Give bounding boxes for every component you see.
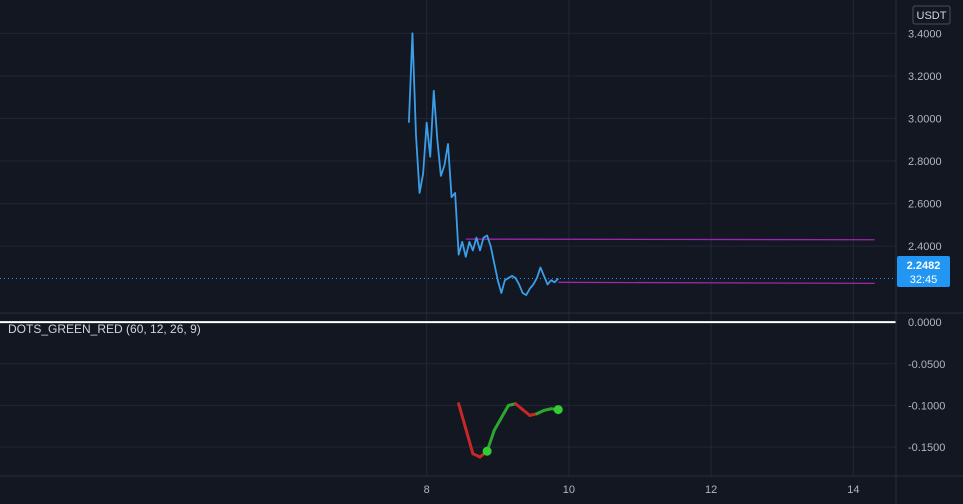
price-y-tick-label: 2.6000: [908, 199, 942, 211]
x-tick-label: 8: [424, 484, 430, 496]
indicator-segment: [521, 408, 532, 417]
horizontal-line-2[interactable]: [558, 281, 875, 285]
indicator-dot[interactable]: [482, 446, 492, 456]
price-y-tick-label: 3.0000: [908, 113, 942, 125]
x-tick-label: 10: [563, 484, 575, 496]
indicator-segment: [499, 403, 510, 420]
last-price-value: 2.2482: [907, 260, 941, 272]
indicator-segment: [492, 416, 503, 432]
price-y-tick-label: 2.8000: [908, 156, 942, 168]
indicator-y-tick-label: 0.0000: [908, 317, 942, 329]
indicator-y-tick-label: -0.0500: [908, 359, 945, 371]
indicator-segment: [457, 402, 468, 431]
price-y-tick-label: 3.2000: [908, 71, 942, 83]
indicator-segment: [514, 402, 525, 412]
currency-badge-bg[interactable]: [912, 5, 951, 25]
indicator-dot[interactable]: [553, 405, 563, 415]
x-tick-label: 14: [847, 484, 859, 496]
indicator-pane[interactable]: [0, 321, 896, 459]
indicator-y-tick-label: -0.1000: [908, 400, 945, 412]
price-series-line[interactable]: [407, 32, 559, 297]
price-y-tick-label: 3.4000: [908, 28, 942, 40]
price-pane[interactable]: [0, 32, 896, 297]
countdown-timer: 32:45: [910, 274, 938, 286]
indicator-label[interactable]: DOTS_GREEN_RED (60, 12, 26, 9): [8, 322, 201, 336]
indicator-segment: [464, 427, 475, 456]
x-tick-label: 12: [705, 484, 717, 496]
indicator-y-tick-label: -0.1500: [908, 442, 945, 454]
price-y-tick-label: 2.4000: [908, 241, 942, 253]
horizontal-line-1[interactable]: [465, 238, 875, 241]
last-price-badge-bg: [897, 256, 950, 287]
currency-badge[interactable]: USDT: [917, 10, 947, 22]
